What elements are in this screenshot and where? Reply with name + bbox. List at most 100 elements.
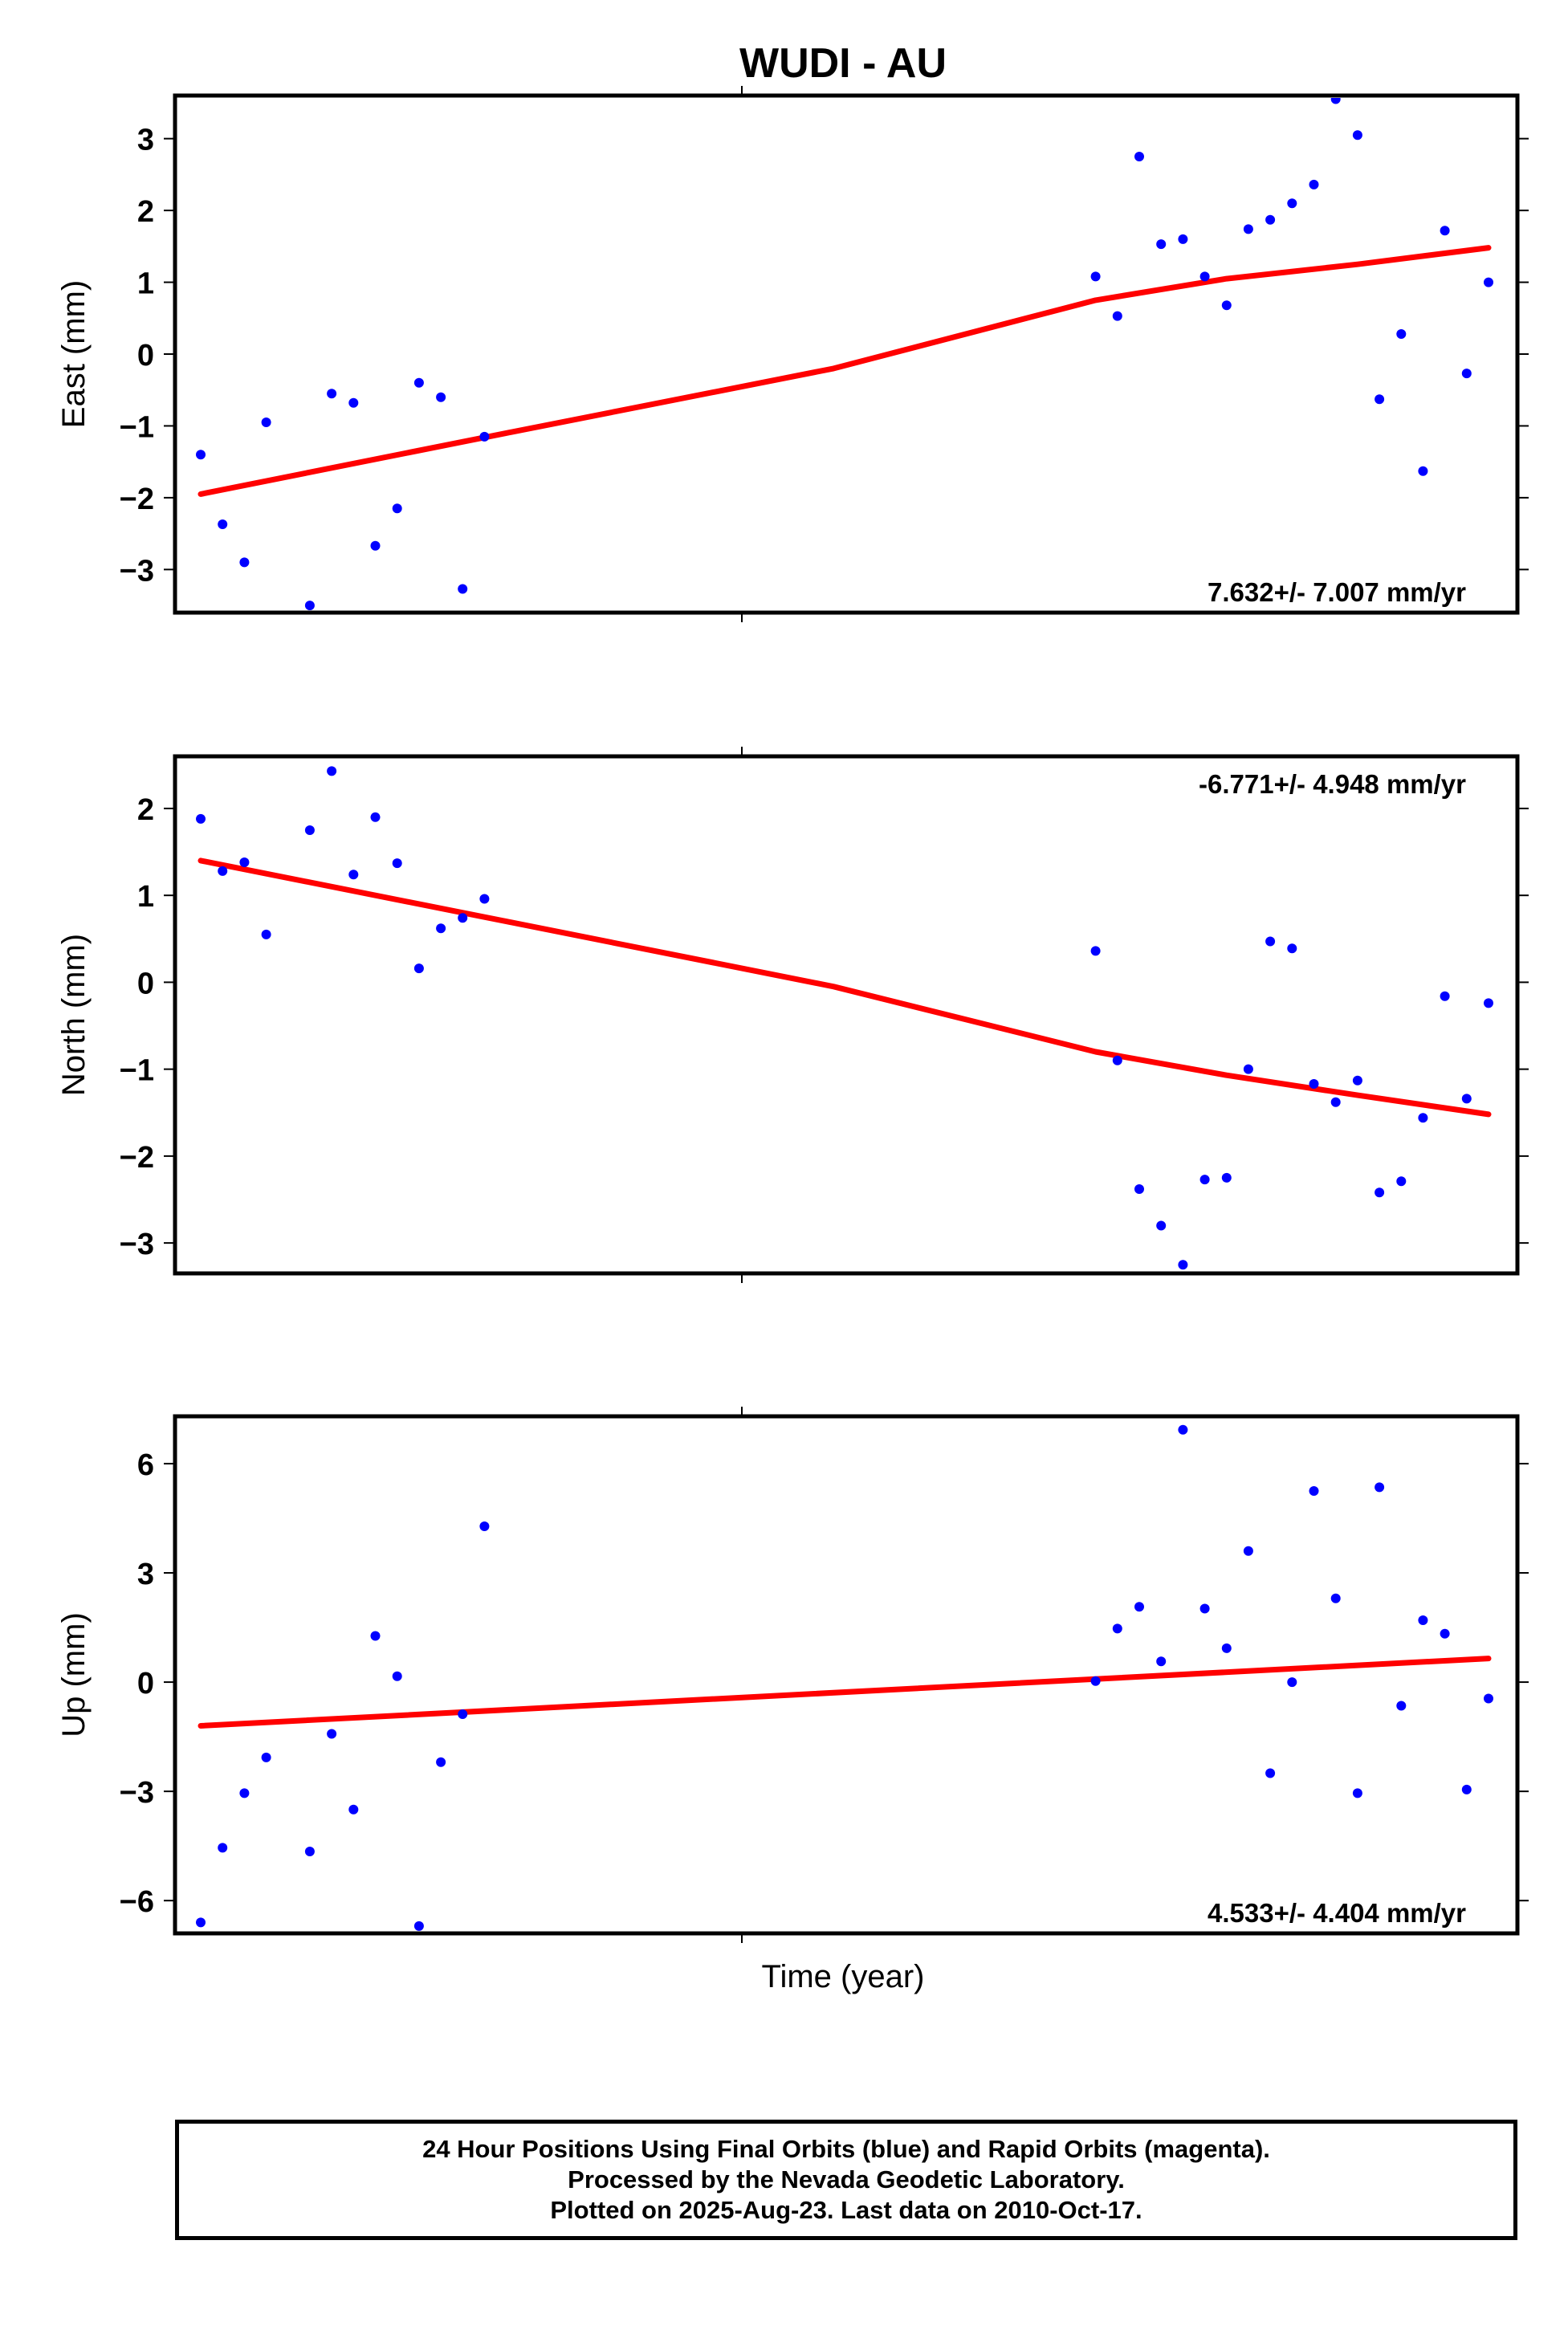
- east-data-point: [1375, 394, 1385, 405]
- north-y-tick-label: 0: [137, 967, 154, 1000]
- north-data-point: [413, 963, 424, 974]
- up-data-point: [1112, 1623, 1122, 1634]
- east-data-point: [1309, 179, 1319, 189]
- up-data-point: [370, 1631, 381, 1641]
- up-data-point: [436, 1757, 446, 1767]
- north-data-point: [1396, 1176, 1407, 1187]
- north-data-point: [370, 812, 381, 822]
- east-data-point: [218, 519, 228, 529]
- east-plot-frame: [173, 93, 1520, 615]
- north-data-point: [1375, 1187, 1385, 1198]
- east-y-tick-label: −2: [120, 483, 154, 516]
- east-data-point: [239, 557, 250, 568]
- east-data-point: [1484, 277, 1493, 287]
- north-y-tick-label: −1: [120, 1054, 154, 1088]
- north-data-point: [392, 858, 402, 869]
- east-data-point: [458, 584, 468, 594]
- east-data-point: [1178, 234, 1188, 244]
- east-data-point: [304, 601, 315, 610]
- north-data-point: [196, 813, 206, 824]
- north-y-tick-label: −3: [120, 1228, 154, 1261]
- north-data-point: [1287, 943, 1297, 954]
- east-data-point: [1199, 271, 1210, 282]
- east-data-point: [1440, 226, 1450, 236]
- north-data-point: [327, 766, 337, 776]
- east-data-point: [370, 540, 381, 551]
- east-data-point: [1134, 152, 1144, 161]
- north-data-point: [1156, 1220, 1167, 1231]
- north-panel: −3 −2 −1 0 1 2 North (mm) -6.771+/- 4.948 mm/yr: [56, 747, 1529, 1283]
- north-data-point: [348, 870, 359, 880]
- east-data-point: [1265, 214, 1276, 225]
- up-y-tick-label: 6: [137, 1448, 154, 1482]
- up-data-point: [261, 1752, 271, 1762]
- up-y-axis-label: Up (mm): [56, 1612, 92, 1737]
- up-data-point: [1178, 1424, 1188, 1435]
- up-data-point: [327, 1729, 337, 1739]
- north-data-point: [218, 866, 228, 876]
- north-plot-frame: [173, 754, 1520, 1276]
- up-data-point: [218, 1843, 228, 1853]
- east-data-point: [327, 389, 337, 399]
- north-data-point: [261, 929, 271, 939]
- north-plot-area: [196, 766, 1493, 1270]
- east-plot-area: [196, 98, 1493, 610]
- up-y-tick-label: −3: [120, 1776, 154, 1810]
- east-data-point: [1112, 311, 1122, 321]
- north-rate-label: -6.771+/- 4.948 mm/yr: [1199, 769, 1466, 799]
- east-panel: −3 −2 −1 0 1 2 3 East (mm) 7.632+/- 7.007 mm/yr: [56, 86, 1529, 622]
- north-data-point: [1309, 1079, 1319, 1089]
- up-data-point: [304, 1847, 315, 1856]
- up-data-point: [1484, 1693, 1493, 1704]
- north-data-point: [458, 913, 468, 923]
- north-data-point: [1352, 1075, 1362, 1086]
- up-y-tick-label: 3: [137, 1558, 154, 1591]
- east-data-point: [1090, 271, 1101, 282]
- east-data-point: [1287, 198, 1297, 209]
- chart-title: WUDI - AU: [739, 40, 947, 87]
- footer-line-3: Plotted on 2025-Aug-23. Last data on 201…: [550, 2196, 1142, 2224]
- east-data-point: [196, 450, 206, 460]
- up-data-point: [1243, 1546, 1253, 1556]
- up-data-point: [1199, 1603, 1210, 1614]
- up-data-point: [458, 1709, 468, 1719]
- north-y-tick-label: 2: [137, 793, 154, 827]
- north-data-point: [1112, 1055, 1122, 1065]
- up-data-point: [239, 1788, 250, 1798]
- east-data-point: [479, 431, 490, 442]
- north-data-point: [1134, 1184, 1144, 1194]
- up-plot-frame: [173, 1414, 1520, 1936]
- north-data-point: [1221, 1172, 1232, 1183]
- north-data-point: [1243, 1064, 1253, 1074]
- up-panel: −6 −3 0 3 6 Up (mm) 4.533+/- 4.404 mm/yr: [56, 1407, 1529, 1943]
- up-data-point: [1461, 1784, 1472, 1794]
- north-trend-line: [198, 857, 1492, 1118]
- up-data-point: [1309, 1486, 1319, 1496]
- east-data-point: [1352, 130, 1362, 141]
- north-data-point: [436, 923, 446, 934]
- up-data-point: [196, 1917, 206, 1928]
- east-y-tick-label: 0: [137, 339, 154, 373]
- east-data-point: [1330, 98, 1341, 104]
- east-y-tick-label: 1: [137, 267, 154, 301]
- up-data-point: [1265, 1768, 1276, 1778]
- north-y-tick-label: −2: [120, 1141, 154, 1175]
- up-y-tick-label: −6: [120, 1885, 154, 1919]
- north-data-point: [304, 825, 315, 835]
- up-data-point: [1221, 1643, 1232, 1653]
- footer-line-1: 24 Hour Positions Using Final Orbits (bl…: [422, 2135, 1270, 2163]
- east-data-point: [1461, 369, 1472, 379]
- east-y-tick-label: −1: [120, 410, 154, 444]
- up-data-point: [1440, 1628, 1450, 1639]
- north-data-point: [1461, 1094, 1472, 1104]
- east-data-point: [392, 503, 402, 514]
- north-data-point: [1440, 991, 1450, 1001]
- up-data-point: [1418, 1615, 1428, 1625]
- north-data-point: [1330, 1097, 1341, 1107]
- x-axis-label: Time (year): [762, 1959, 925, 1994]
- up-data-point: [1352, 1788, 1362, 1798]
- north-y-tick-label: 1: [137, 880, 154, 914]
- north-data-point: [1484, 998, 1493, 1008]
